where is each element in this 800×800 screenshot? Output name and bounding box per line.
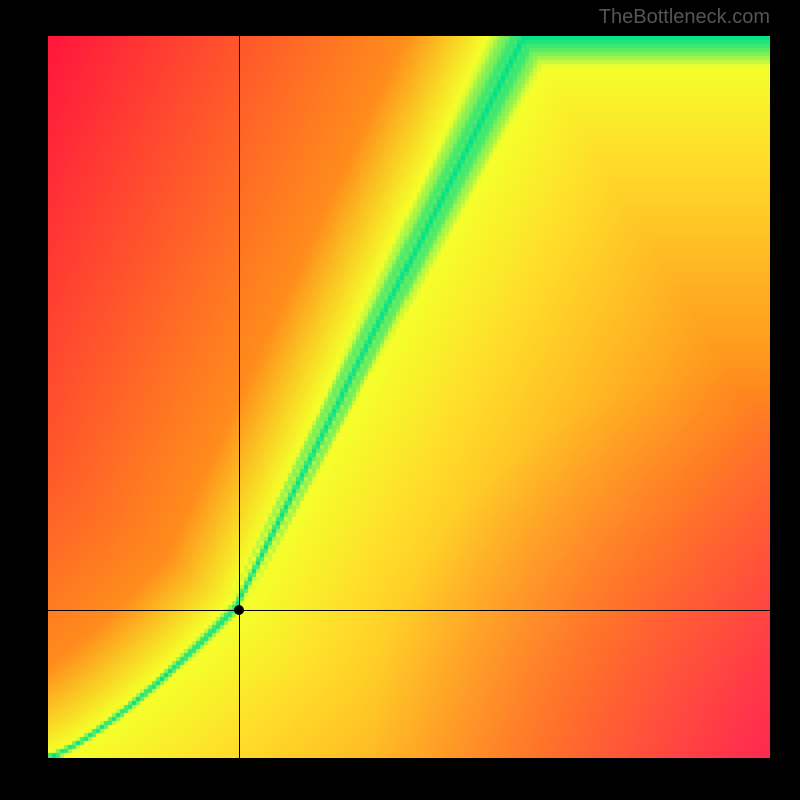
heatmap-canvas xyxy=(48,36,770,758)
watermark-text: TheBottleneck.com xyxy=(599,6,770,29)
heatmap-plot-area xyxy=(48,36,770,758)
crosshair-marker xyxy=(234,605,244,615)
crosshair-horizontal xyxy=(48,610,770,611)
crosshair-vertical xyxy=(239,36,240,758)
